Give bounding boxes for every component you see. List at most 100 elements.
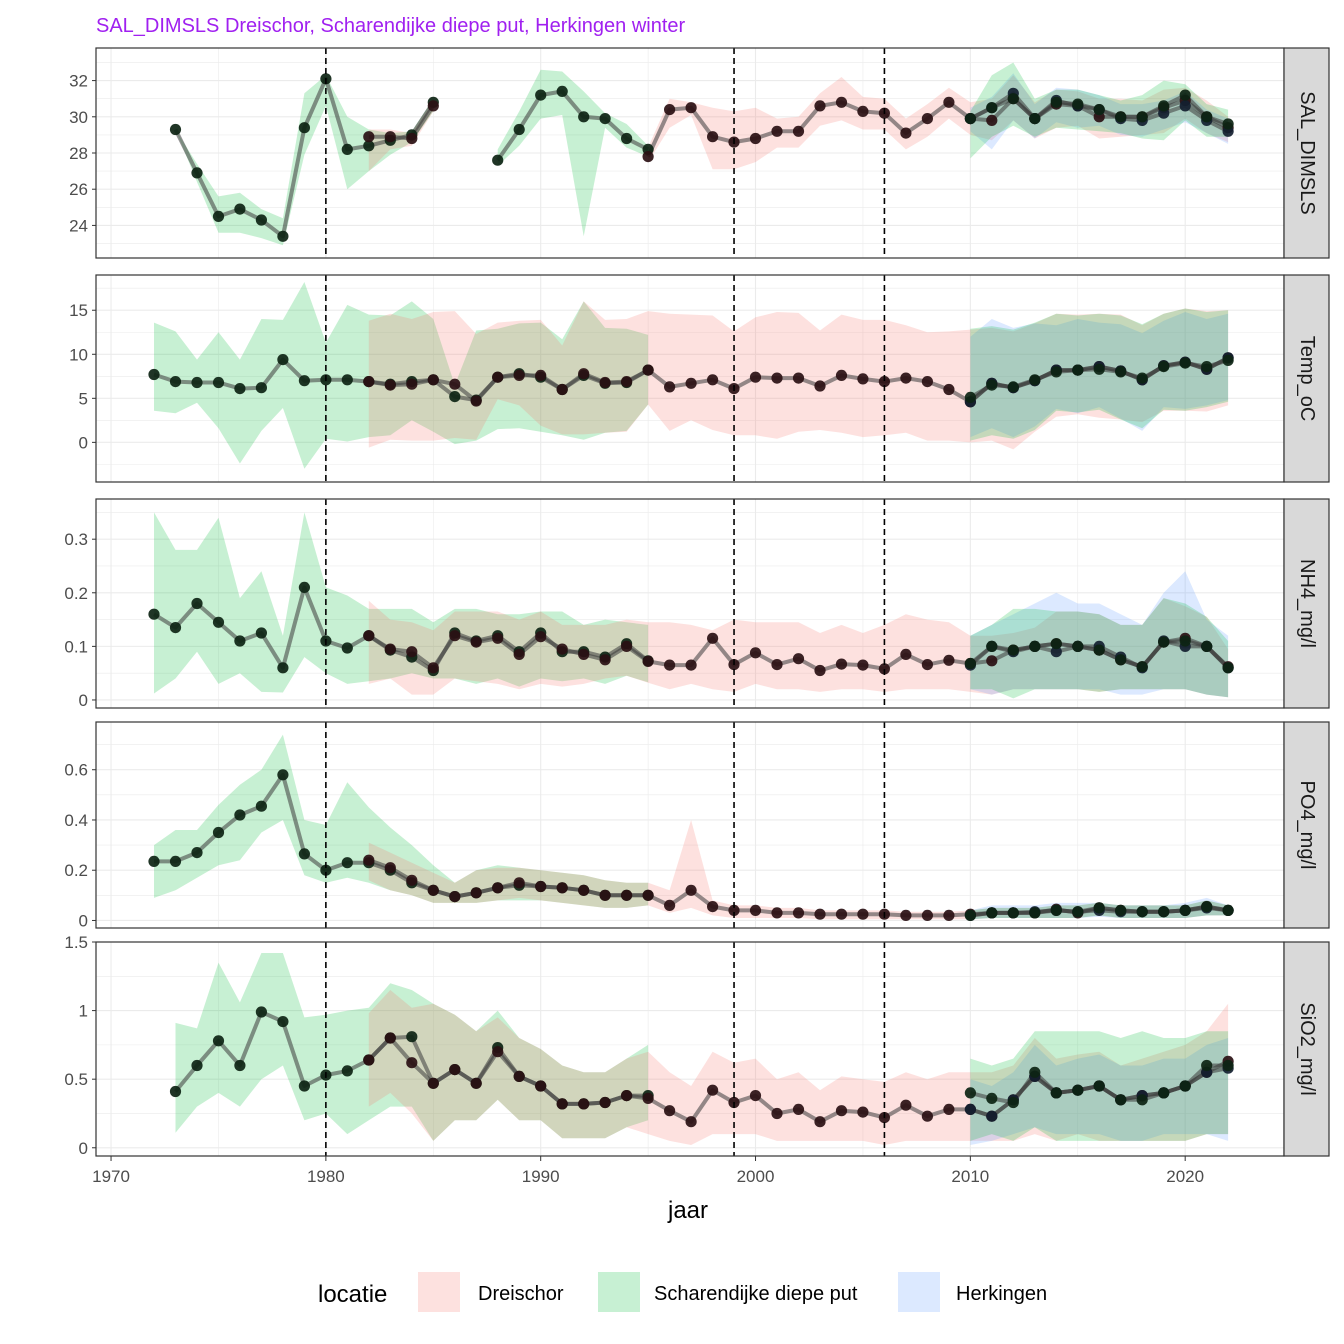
data-point — [1222, 1059, 1234, 1072]
data-point — [1136, 1094, 1148, 1106]
data-point — [749, 904, 762, 917]
data-point — [900, 127, 912, 139]
data-point — [857, 373, 869, 385]
ribbon-scharendijke-diepe-put — [154, 734, 649, 908]
data-point — [298, 848, 310, 860]
data-point — [320, 864, 332, 876]
data-point — [535, 631, 547, 643]
data-point — [814, 380, 826, 392]
data-point — [599, 889, 611, 901]
data-point — [771, 125, 783, 137]
ribbon-scharendijke-diepe-put — [175, 953, 649, 1141]
data-point — [1029, 1066, 1041, 1078]
panel-content — [169, 48, 1234, 258]
data-point — [535, 89, 547, 101]
data-point — [664, 381, 676, 393]
y-tick-label: 26 — [69, 180, 88, 199]
data-point — [1201, 1059, 1213, 1072]
data-point — [1179, 100, 1191, 112]
data-point — [148, 855, 160, 868]
facet-strip-label: NH4_mg/l — [1296, 559, 1318, 648]
facet-strip — [1283, 498, 1330, 709]
data-point — [685, 102, 697, 114]
data-point — [707, 374, 719, 386]
panel-sio2-mg-l: 0 0.5 1 1.5 SiO2_mg/l — [64, 933, 1330, 1158]
data-point — [900, 372, 912, 384]
data-point — [148, 608, 160, 620]
data-point — [169, 1085, 182, 1098]
data-point — [384, 1032, 396, 1044]
data-point — [169, 376, 182, 388]
data-point — [191, 847, 203, 859]
data-point — [685, 377, 697, 389]
data-point — [363, 376, 375, 388]
y-tick-label: 0 — [79, 911, 88, 930]
data-point — [255, 627, 267, 639]
data-point — [298, 375, 310, 387]
data-point — [621, 132, 633, 145]
data-point — [470, 887, 482, 899]
data-point — [599, 376, 611, 389]
data-point — [234, 635, 246, 647]
legend-title: locatie — [318, 1281, 387, 1308]
data-point — [835, 96, 848, 108]
y-tick-label: 0 — [79, 691, 88, 710]
data-point — [943, 383, 955, 396]
data-point — [277, 354, 289, 366]
data-point — [921, 113, 934, 125]
data-point — [406, 646, 418, 658]
data-point — [835, 908, 848, 920]
data-point — [1136, 372, 1148, 384]
panel-content — [148, 499, 1234, 708]
data-point — [556, 882, 568, 894]
data-point — [1029, 374, 1041, 386]
data-point — [449, 1064, 461, 1076]
legend-label-dreischor: Dreischor — [478, 1283, 564, 1305]
data-point — [1050, 646, 1062, 658]
data-point — [341, 143, 353, 155]
data-point — [642, 1092, 654, 1104]
data-point — [814, 100, 826, 112]
y-tick-label: 24 — [69, 216, 88, 235]
y-tick-label: 5 — [79, 389, 88, 408]
facet-strip — [1283, 721, 1330, 929]
y-tick-label: 0 — [79, 1139, 88, 1158]
data-point — [449, 630, 461, 642]
y-tick-label: 10 — [69, 345, 88, 364]
data-point — [1179, 635, 1191, 647]
data-point — [1115, 654, 1127, 666]
data-point — [234, 383, 246, 395]
data-point — [1050, 1087, 1062, 1099]
data-point — [406, 1057, 418, 1069]
data-point — [1072, 640, 1084, 653]
data-point — [771, 659, 783, 671]
data-point — [707, 131, 719, 143]
data-point — [277, 769, 289, 781]
data-point — [749, 132, 762, 145]
data-point — [578, 368, 590, 380]
facet-strip-label: PO4_mg/l — [1296, 781, 1318, 870]
data-point — [1072, 364, 1084, 376]
data-point — [277, 1016, 289, 1028]
data-point — [986, 640, 998, 653]
data-point — [427, 1077, 439, 1089]
y-tick-label: 28 — [69, 144, 88, 163]
data-point — [427, 884, 439, 896]
data-point — [191, 376, 203, 389]
data-point — [1050, 96, 1062, 108]
data-point — [943, 909, 955, 922]
data-point — [169, 622, 182, 634]
data-point — [234, 203, 246, 215]
data-point — [642, 655, 654, 668]
data-point — [986, 1092, 998, 1104]
data-point — [255, 214, 267, 226]
data-point — [1158, 100, 1170, 112]
y-tick-label: 0.4 — [64, 811, 88, 830]
data-point — [664, 659, 676, 671]
data-point — [685, 659, 697, 671]
data-point — [707, 1084, 719, 1096]
data-point — [1007, 1096, 1019, 1109]
panel-sal-dimsls: 24 26 28 30 32 SAL_DIMSLS — [69, 47, 1330, 259]
data-point — [964, 1103, 977, 1115]
data-point — [1007, 93, 1019, 105]
